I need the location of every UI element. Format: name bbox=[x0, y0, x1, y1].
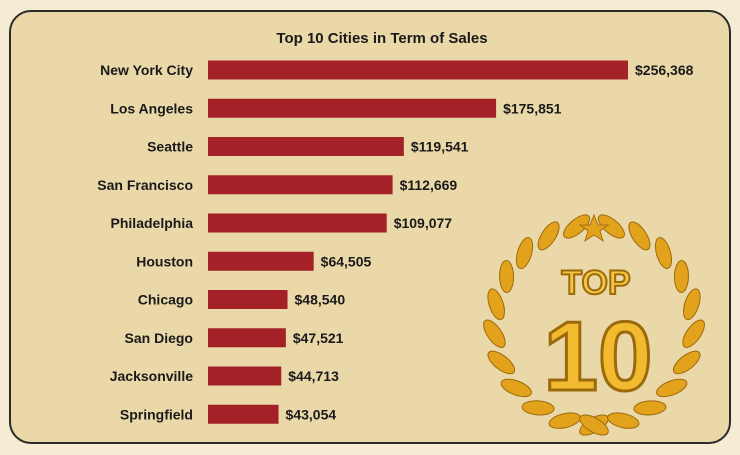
data-label: $109,077 bbox=[394, 215, 453, 231]
laurel-leaf-icon bbox=[487, 350, 516, 375]
category-label: Chicago bbox=[138, 292, 193, 308]
bar bbox=[208, 175, 393, 195]
data-label: $112,669 bbox=[400, 177, 458, 193]
laurel-leaf-icon bbox=[548, 412, 581, 429]
star-icon bbox=[578, 213, 610, 243]
data-label: $119,541 bbox=[411, 139, 469, 155]
top-10-badge: TOP 10 bbox=[483, 213, 705, 436]
laurel-leaf-icon bbox=[597, 214, 625, 239]
bar bbox=[208, 366, 282, 386]
category-label: New York City bbox=[100, 62, 193, 78]
data-label: $47,521 bbox=[293, 330, 344, 346]
category-label: Jacksonville bbox=[110, 368, 193, 384]
laurel-leaf-icon bbox=[682, 319, 705, 348]
laurel-leaf-icon bbox=[487, 288, 505, 321]
category-label: Los Angeles bbox=[110, 100, 193, 116]
bar bbox=[208, 98, 497, 118]
bar bbox=[208, 404, 279, 424]
laurel-right-icon bbox=[579, 214, 705, 436]
data-label: $64,505 bbox=[321, 253, 372, 269]
badge-number-text: 10 bbox=[543, 301, 652, 411]
bar bbox=[208, 251, 314, 271]
bar bbox=[208, 60, 628, 80]
category-label: San Francisco bbox=[97, 177, 193, 193]
laurel-leaf-icon bbox=[683, 288, 701, 321]
data-label: $44,713 bbox=[288, 368, 339, 384]
laurel-leaf-icon bbox=[633, 400, 667, 416]
laurel-leaf-icon bbox=[521, 400, 555, 416]
bar bbox=[208, 290, 288, 309]
bar bbox=[208, 213, 387, 233]
laurel-leaf-icon bbox=[672, 350, 701, 375]
bars-layer: New York City $256,368 Los Angeles $175,851… bbox=[97, 60, 694, 424]
laurel-leaf-icon bbox=[537, 221, 560, 251]
laurel-leaf-icon bbox=[628, 221, 651, 251]
category-label: Houston bbox=[136, 253, 193, 269]
bar-chart: Top 10 Cities in Term of Sales New York … bbox=[97, 30, 705, 436]
category-label: San Diego bbox=[125, 330, 193, 346]
chart-title: Top 10 Cities in Term of Sales bbox=[276, 30, 487, 47]
category-label: Seattle bbox=[147, 139, 193, 155]
category-label: Springfield bbox=[120, 406, 193, 422]
data-label: $43,054 bbox=[286, 406, 337, 422]
laurel-leaf-icon bbox=[654, 237, 673, 270]
laurel-leaf-icon bbox=[673, 260, 689, 294]
bar bbox=[208, 328, 286, 348]
laurel-leaf-icon bbox=[500, 378, 532, 398]
laurel-leaf-icon bbox=[563, 214, 591, 239]
laurel-leaf-icon bbox=[656, 378, 688, 398]
bar bbox=[208, 137, 404, 156]
laurel-leaf-icon bbox=[515, 237, 534, 270]
laurel-leaf-icon bbox=[607, 412, 640, 429]
chart-panel: Top 10 Cities in Term of Sales New York … bbox=[9, 10, 731, 444]
laurel-leaf-icon bbox=[483, 319, 506, 348]
badge-top-text: TOP bbox=[561, 264, 630, 302]
laurel-leaf-icon bbox=[499, 260, 515, 294]
data-label: $48,540 bbox=[295, 292, 346, 308]
data-label: $175,851 bbox=[503, 100, 562, 116]
data-label: $256,368 bbox=[635, 62, 694, 78]
category-label: Philadelphia bbox=[111, 215, 194, 231]
laurel-leaf-icon bbox=[579, 414, 609, 436]
